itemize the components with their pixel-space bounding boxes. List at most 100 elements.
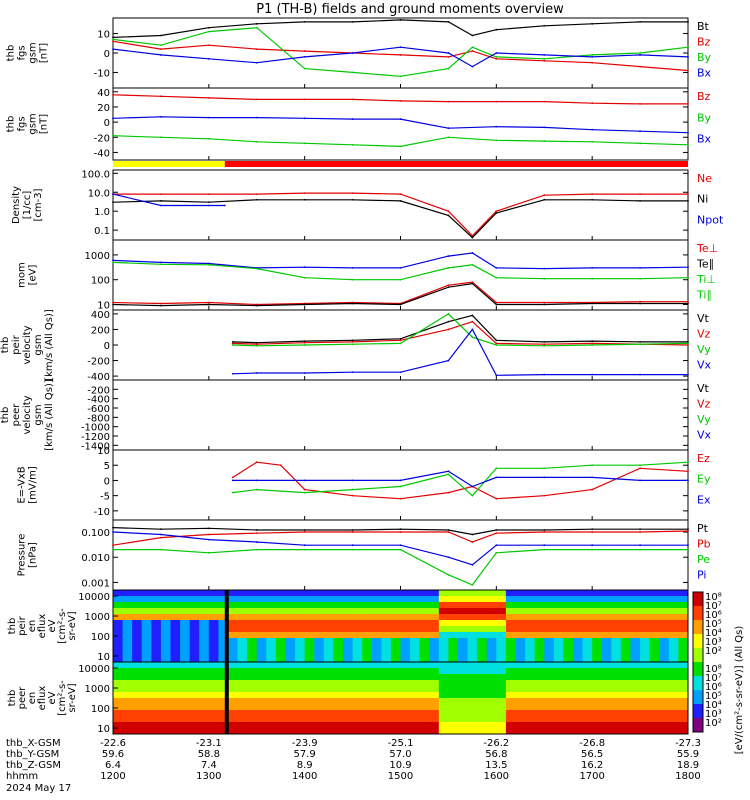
position-row-value: 8.9 xyxy=(297,760,313,771)
spectrogram-cell xyxy=(534,686,545,693)
spectrogram-cell xyxy=(381,692,392,699)
y-tick-label: 1000 xyxy=(85,612,110,623)
spectrogram-cell xyxy=(582,698,593,705)
spectrogram-cell xyxy=(113,680,124,687)
spectrogram-cell xyxy=(649,638,660,645)
spectrogram-cell xyxy=(266,602,277,609)
spectrogram-cell xyxy=(640,590,651,597)
spectrogram-cell xyxy=(170,644,181,651)
spectrogram-cell xyxy=(611,596,622,603)
spectrogram-cell xyxy=(352,626,363,633)
spectrogram-cell xyxy=(228,602,239,609)
spectrogram-cell xyxy=(553,674,564,681)
data-point xyxy=(495,276,498,279)
spectrogram-cell xyxy=(170,602,181,609)
position-row-value: 13.5 xyxy=(485,760,507,771)
spectrogram-cell xyxy=(678,728,689,735)
y-axis-label: [eV] xyxy=(28,265,39,286)
spectrogram-cell xyxy=(141,632,152,639)
data-point xyxy=(207,44,210,47)
y-tick-label: 10 xyxy=(97,446,110,457)
spectrogram-cell xyxy=(390,662,401,669)
y-axis-label: en xyxy=(27,620,38,633)
spectrogram-cell xyxy=(199,626,210,633)
spectrogram-cell xyxy=(256,626,267,633)
position-row-value: 10.9 xyxy=(389,760,411,771)
data-point xyxy=(207,26,210,29)
spectrogram-cell xyxy=(400,608,411,615)
spectrogram-cell xyxy=(592,692,603,699)
data-point xyxy=(399,544,402,547)
spectrogram-cell xyxy=(237,638,248,645)
spectrogram-cell xyxy=(458,590,469,597)
spectrogram-cell xyxy=(333,596,344,603)
spectrogram-cell xyxy=(352,650,363,657)
data-point xyxy=(447,531,450,533)
spectrogram-cell xyxy=(410,626,421,633)
spectrogram-cell xyxy=(314,656,325,663)
spectrogram-cell xyxy=(563,620,574,627)
data-point xyxy=(303,529,306,531)
legend-entry: By xyxy=(697,111,712,124)
spectrogram-cell xyxy=(113,686,124,693)
spectrogram-cell xyxy=(208,686,219,693)
spectrogram-cell xyxy=(208,680,219,687)
y-tick-label: 0 xyxy=(104,118,110,129)
data-point xyxy=(399,278,402,281)
spectrogram-cell xyxy=(180,692,191,699)
spectrogram-cell xyxy=(218,722,229,729)
mode-bar-segment xyxy=(113,161,225,167)
spectrogram-cell xyxy=(122,680,133,687)
spectrogram-cell xyxy=(410,632,421,639)
spectrogram-cell xyxy=(275,680,286,687)
spectrogram-cell xyxy=(630,656,641,663)
data-point xyxy=(471,34,474,37)
data-point xyxy=(399,528,402,531)
spectrogram-cell xyxy=(266,596,277,603)
spectrogram-cell xyxy=(304,650,315,657)
spectrogram-cell xyxy=(659,728,670,735)
data-point xyxy=(495,52,498,54)
data-point xyxy=(207,538,210,541)
spectrogram-cell xyxy=(180,602,191,609)
spectrogram-cell xyxy=(477,704,488,711)
data-point xyxy=(687,373,689,376)
spectrogram-cell xyxy=(371,650,382,657)
spectrogram-cell xyxy=(678,602,689,609)
data-point xyxy=(495,476,498,479)
spectrogram-cell xyxy=(160,704,171,711)
spectrogram-cell xyxy=(640,704,651,711)
spectrogram-cell xyxy=(141,638,152,645)
spectrogram-cell xyxy=(496,704,507,711)
spectrogram-cell xyxy=(208,728,219,735)
spectrogram-cell xyxy=(352,644,363,651)
spectrogram-cell xyxy=(668,650,679,657)
spectrogram-cell xyxy=(323,614,334,621)
data-point xyxy=(112,134,114,137)
spectrogram-cell xyxy=(371,710,382,717)
spectrogram-cell xyxy=(208,644,219,651)
series-line-Ni xyxy=(112,199,688,239)
spectrogram-cell xyxy=(132,614,143,621)
spectrogram-cell xyxy=(668,596,679,603)
spectrogram-cell xyxy=(343,728,354,735)
colorbar-tick-label: 10² xyxy=(705,718,722,729)
position-row-value: 57.0 xyxy=(389,749,411,760)
data-point xyxy=(543,100,546,103)
spectrogram-cell xyxy=(323,680,334,687)
spectrogram-cell xyxy=(122,686,133,693)
spectrogram-cell xyxy=(132,728,143,735)
spectrogram-cell xyxy=(668,632,679,639)
spectrogram-cell xyxy=(601,680,612,687)
spectrogram-cell xyxy=(620,650,631,657)
spectrogram-cell xyxy=(113,614,124,621)
spectrogram-cell xyxy=(592,716,603,723)
spectrogram-cell xyxy=(371,686,382,693)
data-point xyxy=(160,44,162,47)
series-line-Bz xyxy=(112,40,689,72)
spectrogram-cell xyxy=(458,662,469,669)
spectrogram-cell xyxy=(659,686,670,693)
spectrogram-cell xyxy=(132,626,143,633)
spectrogram-cell xyxy=(573,632,584,639)
spectrogram-cell xyxy=(180,638,191,645)
